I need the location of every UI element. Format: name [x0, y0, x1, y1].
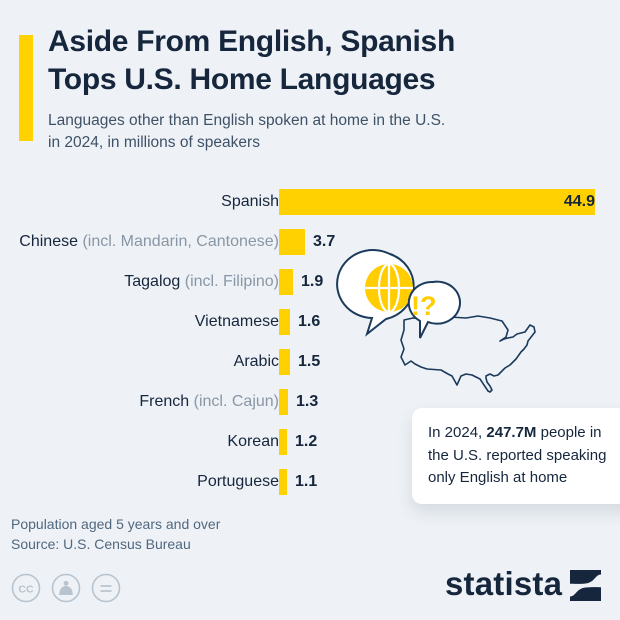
svg-text:statista: statista	[445, 569, 563, 601]
svg-text:!?: !?	[411, 291, 436, 321]
svg-text:CC: CC	[18, 584, 34, 596]
